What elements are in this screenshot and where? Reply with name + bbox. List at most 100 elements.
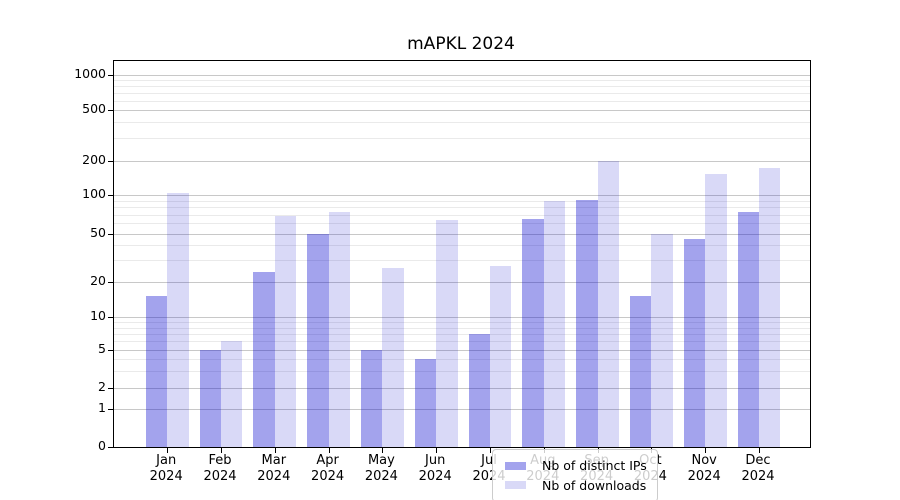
x-tick-year: 2024: [741, 469, 775, 484]
bar-distinct-ips-may: [361, 350, 383, 447]
minor-gridline: [114, 200, 810, 202]
x-tick-label: Nov 2024: [672, 453, 736, 485]
minor-gridline: [114, 79, 810, 81]
minor-gridline: [114, 92, 810, 94]
bar-downloads-apr: [328, 212, 350, 447]
legend-swatch-distinct-ips: [505, 461, 526, 470]
minor-gridline: [114, 85, 810, 87]
x-tick-year: 2024: [364, 469, 398, 484]
bar-downloads-sep: [597, 161, 619, 447]
x-tick-month: Dec: [745, 453, 771, 468]
bar-downloads-jul: [490, 265, 512, 447]
bar-downloads-jan: [167, 192, 189, 447]
minor-gridline: [114, 341, 810, 343]
y-tick-label: 2: [98, 378, 106, 394]
x-tick-label: Jun 2024: [403, 453, 467, 485]
minor-gridline: [114, 122, 810, 124]
x-tick-month: Mar: [261, 453, 287, 468]
y-tick-mark: [108, 447, 113, 448]
x-tick-mark: [436, 448, 438, 453]
x-tick-label: Jan 2024: [134, 453, 198, 485]
y-tick-label: 5: [98, 341, 106, 356]
x-tick-mark: [759, 448, 760, 453]
y-tick-mark: [108, 281, 113, 283]
x-tick-year: 2024: [418, 469, 452, 484]
bar-downloads-mar: [274, 215, 297, 447]
minor-gridline: [114, 245, 810, 247]
bar-distinct-ips-sep: [576, 200, 598, 447]
y-tick-mark: [108, 408, 113, 410]
y-tick-label: 50: [90, 224, 106, 240]
major-gridline: [114, 408, 810, 410]
x-tick-month: Jun: [425, 453, 446, 468]
legend-row-downloads: Nb of downloads: [505, 478, 649, 493]
x-tick-mark: [167, 448, 169, 453]
x-tick-mark: [705, 448, 707, 453]
minor-gridline: [114, 371, 810, 373]
minor-gridline: [114, 138, 810, 140]
x-tick-label: Apr 2024: [296, 453, 360, 485]
x-tick-year: 2024: [311, 469, 345, 484]
minor-gridline: [114, 359, 810, 361]
minor-gridline: [114, 322, 810, 324]
y-tick-mark: [108, 195, 113, 196]
bar-distinct-ips-jan: [145, 296, 168, 447]
x-tick-label: May 2024: [349, 453, 413, 485]
bar-downloads-oct: [651, 233, 673, 447]
x-tick-label: Dec 2024: [726, 453, 790, 485]
major-gridline: [114, 350, 810, 351]
major-gridline: [114, 281, 810, 283]
y-tick-mark: [108, 74, 113, 76]
major-gridline: [114, 195, 810, 196]
y-tick-label: 200: [82, 152, 106, 167]
plot-area: Nb of distinct IPs Nb of downloads: [108, 60, 811, 500]
x-tick-mark: [382, 448, 384, 453]
minor-gridline: [114, 260, 810, 262]
bar-distinct-ips-dec: [737, 212, 759, 447]
x-tick-year: 2024: [687, 469, 721, 484]
x-tick-mark: [328, 448, 330, 453]
y-tick-mark: [108, 350, 113, 351]
bar-distinct-ips-mar: [253, 271, 275, 447]
legend-label-distinct-ips: Nb of distinct IPs: [542, 458, 647, 474]
y-tick-label: 1: [98, 399, 106, 415]
y-tick-label: 10: [90, 308, 106, 324]
minor-gridline: [114, 100, 810, 102]
x-tick-month: Nov: [691, 453, 717, 468]
bar-distinct-ips-jun: [414, 359, 437, 447]
bar-downloads-dec: [759, 168, 781, 447]
major-gridline: [114, 161, 810, 162]
bar-distinct-ips-oct: [630, 296, 652, 447]
major-gridline: [114, 317, 810, 319]
x-tick-month: Apr: [316, 453, 339, 468]
major-gridline: [114, 233, 810, 235]
y-tick-mark: [108, 161, 113, 162]
y-tick-mark: [108, 387, 113, 389]
y-tick-label: 0: [98, 438, 106, 453]
y-tick-mark: [108, 317, 113, 319]
x-tick-label: Mar 2024: [242, 453, 306, 485]
y-tick-label: 500: [82, 101, 106, 116]
minor-gridline: [114, 223, 810, 225]
minor-gridline: [114, 327, 810, 329]
legend-row-distinct-ips: Nb of distinct IPs: [505, 458, 649, 473]
bar-downloads-nov: [705, 174, 727, 447]
bar-distinct-ips-jul: [468, 334, 490, 447]
bar-downloads-aug: [543, 200, 566, 447]
bar-downloads-feb: [221, 341, 243, 447]
x-tick-mark: [221, 448, 222, 453]
bar-distinct-ips-feb: [199, 350, 221, 447]
x-tick-year: 2024: [149, 469, 183, 484]
x-tick-year: 2024: [203, 469, 237, 484]
major-gridline: [114, 387, 810, 389]
bar-distinct-ips-nov: [683, 239, 706, 447]
x-tick-mark: [274, 448, 276, 453]
major-gridline: [114, 110, 810, 111]
minor-gridline: [114, 207, 810, 209]
legend-swatch-downloads: [505, 481, 526, 490]
y-tick-mark: [108, 233, 113, 235]
x-tick-month: Jan: [156, 453, 177, 468]
bar-distinct-ips-apr: [307, 233, 329, 447]
x-tick-year: 2024: [257, 469, 291, 484]
x-tick-month: Feb: [208, 453, 232, 468]
